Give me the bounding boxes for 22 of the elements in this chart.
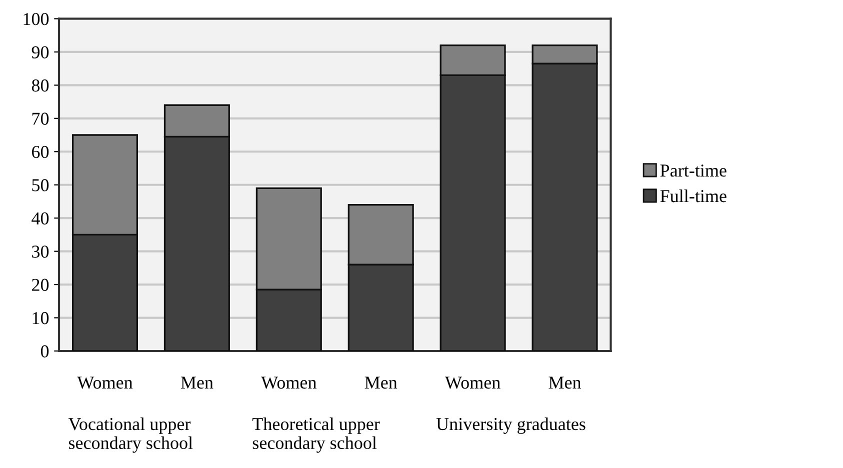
x-tick-label: Women: [77, 376, 133, 389]
y-tick-label: 0: [40, 345, 49, 358]
y-tick-label: 30: [32, 246, 49, 258]
y-tick-label: 40: [32, 212, 49, 225]
y-tick-label: 80: [32, 79, 49, 92]
y-tick-label: 70: [32, 112, 49, 125]
y-tick-label: 60: [32, 146, 49, 158]
y-tick-label: 10: [32, 312, 49, 324]
y-tick-label: 50: [32, 179, 49, 192]
text: Theoretical upper secondary school: [252, 417, 380, 453]
legend-label: Full-time: [660, 189, 726, 202]
x-tick-label: Men: [364, 376, 398, 389]
x-tick-label: Women: [444, 376, 500, 389]
legend-label: Part-time: [660, 164, 726, 177]
y-tick-label: 20: [32, 278, 49, 291]
y-tick-label: 100: [24, 12, 49, 26]
text: Vocational upper secondary school: [68, 417, 193, 453]
x-tick-label: Men: [180, 376, 214, 389]
text: University graduates: [436, 417, 586, 434]
x-tick-label: Women: [261, 376, 316, 389]
y-tick-label: 90: [32, 46, 49, 58]
x-tick-label: Men: [548, 376, 582, 389]
